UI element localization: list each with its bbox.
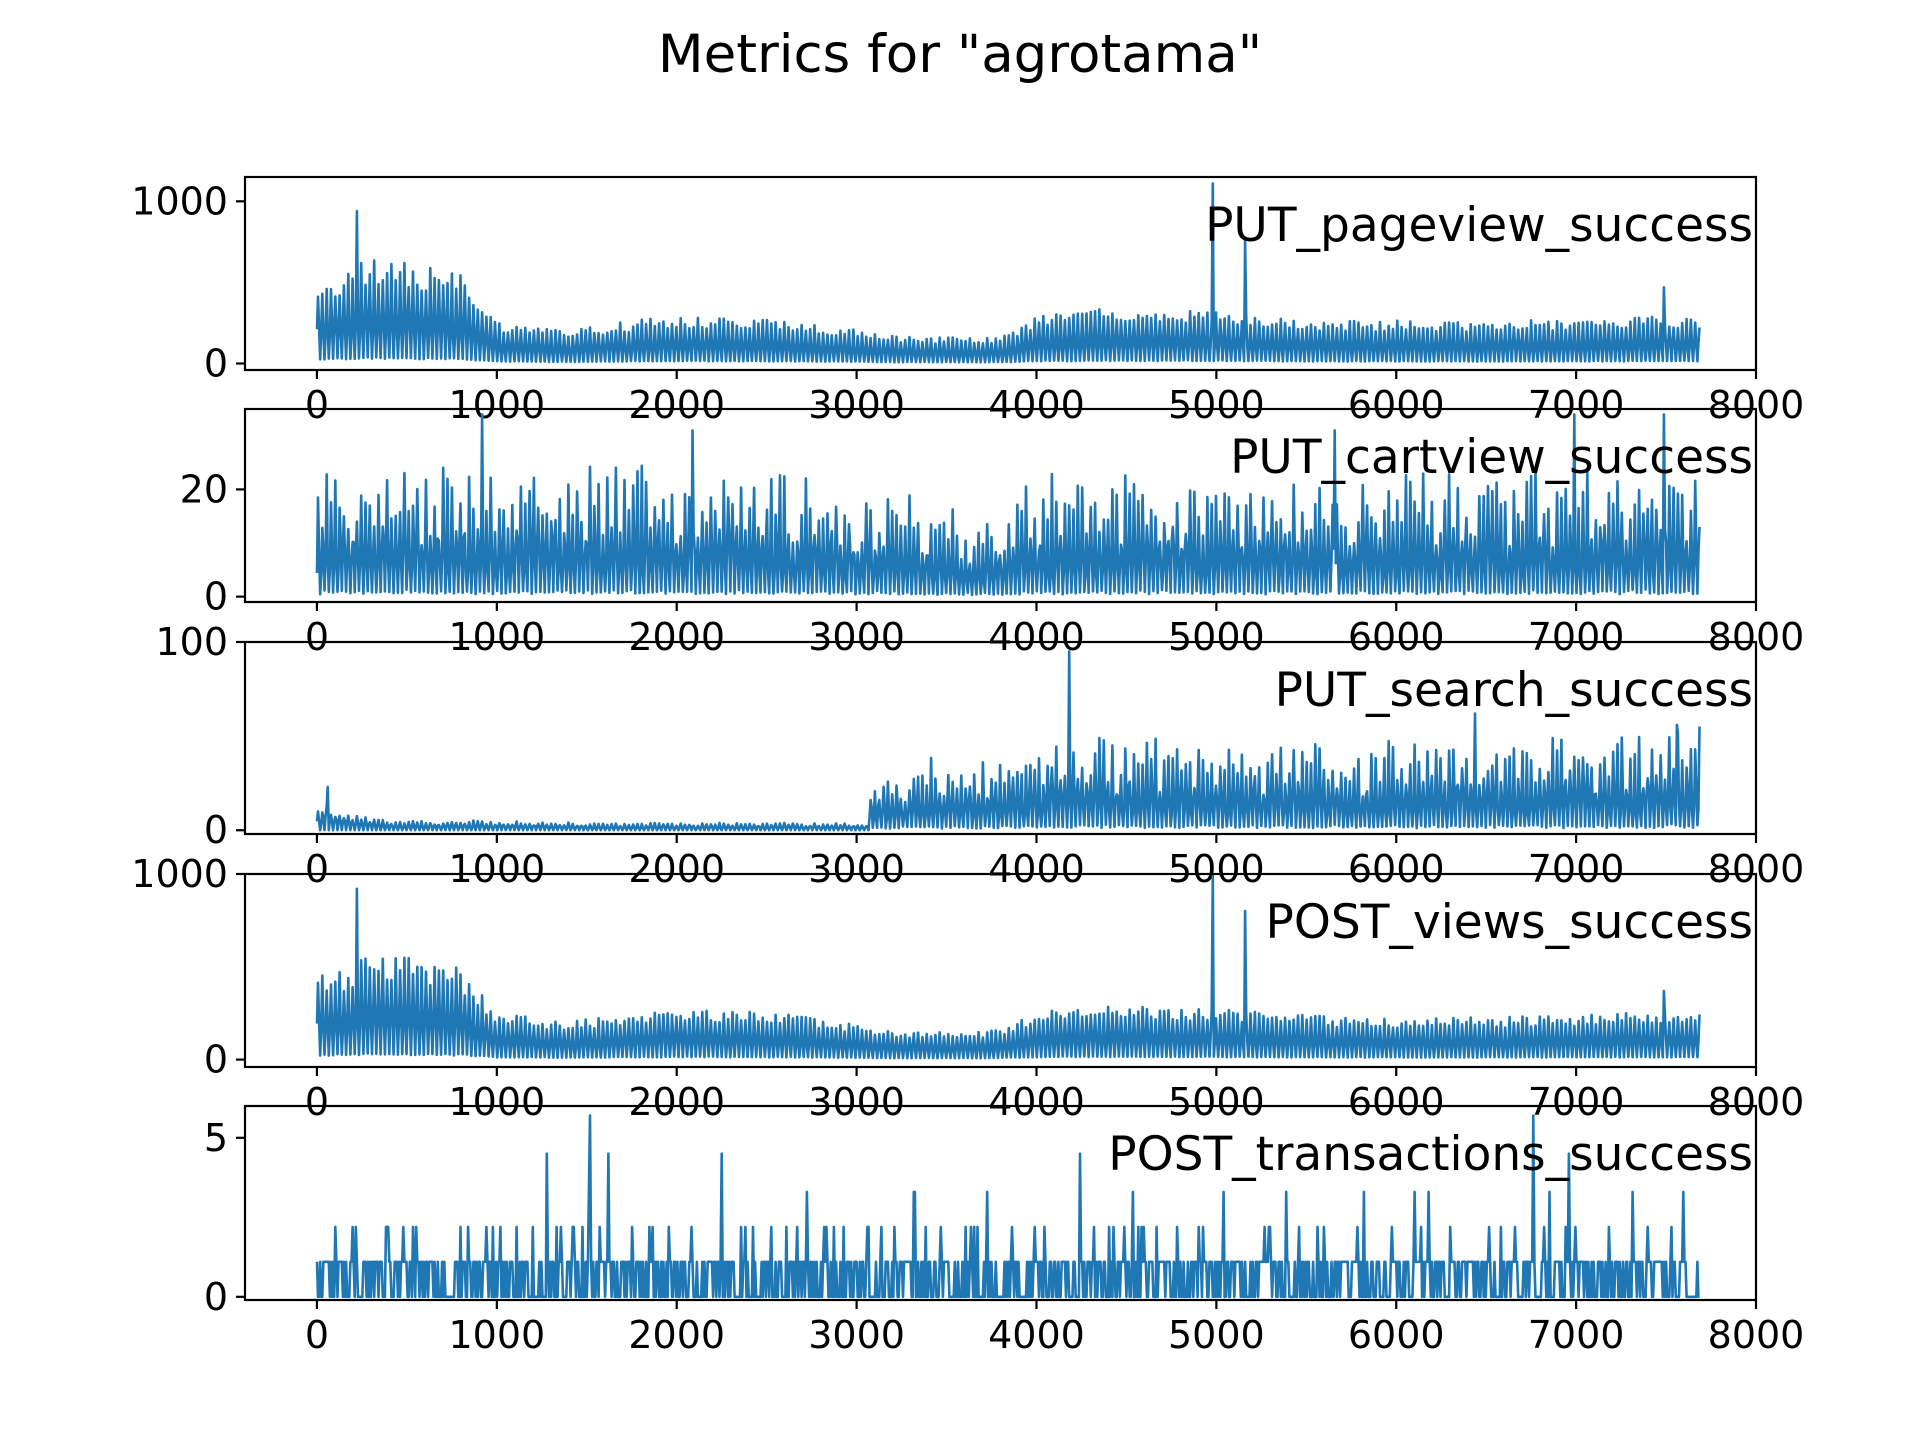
axes-frame-5 — [243, 1104, 1758, 1302]
y-tick-label: 0 — [204, 575, 228, 619]
x-tick-label: 7000 — [1528, 383, 1625, 427]
series-line-2 — [315, 413, 1701, 597]
x-tick-label: 7000 — [1528, 615, 1625, 659]
x-tick-label: 0 — [305, 1313, 329, 1357]
x-tick-label: 5000 — [1168, 615, 1265, 659]
panel-label-3: PUT_search_success — [1275, 663, 1753, 718]
x-tick-label: 2000 — [628, 615, 725, 659]
y-tick-label: 20 — [180, 467, 228, 511]
y-tick-label: 0 — [204, 1038, 228, 1082]
series-line-1 — [315, 182, 1701, 364]
x-tick-label: 7000 — [1528, 1080, 1625, 1124]
x-tick-label: 3000 — [808, 1080, 905, 1124]
x-tick-label: 4000 — [988, 1080, 1085, 1124]
y-tick-label: 1000 — [131, 852, 228, 896]
x-tick-label: 2000 — [628, 1080, 725, 1124]
x-tick-label: 1000 — [448, 615, 545, 659]
axes-frame-3 — [243, 640, 1758, 836]
x-tick-label: 1000 — [448, 1313, 545, 1357]
x-tick-label: 3000 — [808, 1313, 905, 1357]
y-tick-label: 0 — [204, 342, 228, 386]
x-tick-label: 6000 — [1348, 847, 1445, 891]
axes-frame-2 — [243, 407, 1758, 604]
subplot-4: 0 1000 2000 3000 4000 5000 6000 7000 800001000PO… — [131, 852, 1804, 1124]
axes-frame-4 — [243, 872, 1758, 1069]
x-tick-label: 5000 — [1168, 383, 1265, 427]
subplot-5: 0 1000 2000 3000 4000 5000 6000 7000 8000 0 5 POST_… — [204, 1104, 1805, 1357]
axes-frame-1 — [243, 175, 1758, 372]
y-tick-label: 0 — [204, 1275, 228, 1319]
y-tick-label: 100 — [155, 620, 228, 664]
y-tick-label: 1000 — [131, 179, 228, 223]
x-tick-label: 6000 — [1348, 615, 1445, 659]
x-tick-label: 2000 — [628, 1313, 725, 1357]
x-tick-label: 4000 — [988, 383, 1085, 427]
x-tick-label: 2000 — [628, 383, 725, 427]
series-line-3 — [315, 650, 1701, 832]
x-tick-label: 7000 — [1528, 1313, 1625, 1357]
figure-title: Metrics for "agrotama" — [658, 24, 1262, 85]
x-tick-label: 1000 — [448, 847, 545, 891]
x-tick-label: 3000 — [808, 383, 905, 427]
panel-label-1: PUT_pageview_success — [1205, 198, 1753, 253]
x-tick-label: 5000 — [1168, 1080, 1265, 1124]
x-tick-label: 1000 — [448, 383, 545, 427]
x-tick-label: 4000 — [988, 1313, 1085, 1357]
x-tick-label: 6000 — [1348, 1080, 1445, 1124]
x-tick-label: 0 — [305, 383, 329, 427]
x-tick-label: 2000 — [628, 847, 725, 891]
y-tick-label: 0 — [204, 808, 228, 852]
panel-label-4: POST_views_success — [1266, 895, 1753, 950]
y-tick-label: 5 — [204, 1116, 228, 1160]
x-tick-label: 0 — [305, 1080, 329, 1124]
x-tick-label: 3000 — [808, 615, 905, 659]
panel-label-5: POST_transactions_success — [1108, 1127, 1753, 1182]
series-line-4 — [315, 874, 1701, 1060]
x-tick-label: 4000 — [988, 847, 1085, 891]
x-tick-label: 7000 — [1528, 847, 1625, 891]
series-line-5 — [315, 1114, 1700, 1299]
x-tick-label: 0 — [305, 847, 329, 891]
x-tick-label: 5000 — [1168, 1313, 1265, 1357]
x-tick-label: 1000 — [448, 1080, 545, 1124]
x-tick-label: 0 — [305, 615, 329, 659]
x-tick-label: 8000 — [1708, 1313, 1805, 1357]
x-tick-label: 6000 — [1348, 383, 1445, 427]
x-tick-label: 6000 — [1348, 1313, 1445, 1357]
subplot-3: 0 1000 2000 3000 4000 5000 6000 7000 80000100PUT… — [155, 620, 1804, 891]
panel-label-2: PUT_cartview_success — [1230, 430, 1753, 485]
x-tick-label: 3000 — [808, 847, 905, 891]
x-tick-label: 5000 — [1168, 847, 1265, 891]
